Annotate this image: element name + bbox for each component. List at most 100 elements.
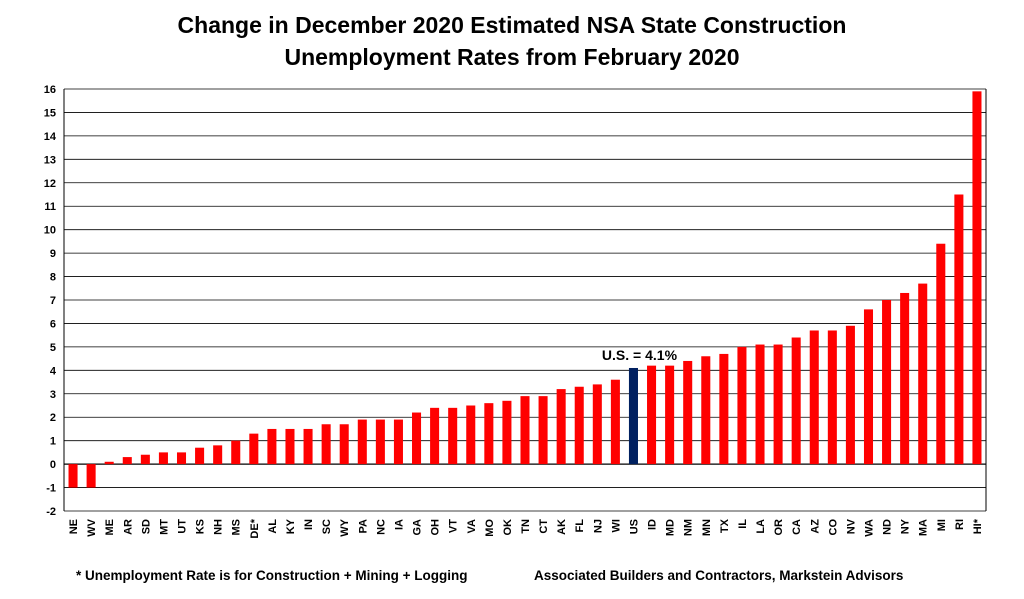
bar-wv: [87, 464, 96, 487]
y-tick-label: 3: [50, 389, 56, 401]
bar-nd: [882, 300, 891, 464]
x-tick-label: GA: [412, 519, 424, 536]
bar-hi: [972, 91, 981, 464]
x-tick-label: ND: [882, 519, 894, 535]
y-tick-label: 11: [44, 201, 56, 213]
bar-ct: [539, 396, 548, 464]
bar-nc: [376, 420, 385, 465]
source-credit: Associated Builders and Contractors, Mar…: [534, 568, 903, 583]
bar-fl: [575, 387, 584, 464]
x-tick-label: MN: [701, 519, 713, 536]
x-tick-label: UT: [177, 519, 189, 534]
bar-ky: [285, 429, 294, 464]
x-tick-label: NH: [213, 519, 225, 535]
x-tick-label: LA: [755, 519, 767, 534]
x-tick-label: ID: [647, 519, 659, 530]
bar-mi: [936, 244, 945, 464]
bar-co: [828, 330, 837, 464]
bar-ok: [502, 401, 511, 464]
bar-ri: [954, 195, 963, 465]
x-tick-label: VT: [448, 519, 460, 533]
bar-de: [249, 434, 258, 464]
x-tick-label: RI: [954, 519, 966, 530]
bar-va: [466, 406, 475, 465]
bar-or: [774, 345, 783, 465]
x-tick-label: WV: [86, 518, 98, 536]
us-annotation: U.S. = 4.1%: [602, 347, 678, 363]
x-tick-label: OH: [430, 519, 442, 536]
bar-mo: [484, 403, 493, 464]
y-tick-label: -1: [46, 483, 56, 495]
bar-mt: [159, 452, 168, 464]
bar-us: [629, 368, 638, 464]
y-tick-label: 10: [44, 225, 56, 237]
x-tick-label: DE*: [249, 518, 261, 538]
bar-az: [810, 330, 819, 464]
x-tick-label: MI: [936, 519, 948, 531]
x-tick-label: OR: [773, 519, 785, 536]
y-tick-label: 2: [50, 412, 56, 424]
x-tick-label: AR: [122, 519, 134, 535]
bar-sd: [141, 455, 150, 464]
x-tick-label: TN: [520, 519, 532, 534]
bar-ar: [123, 457, 132, 464]
bar-ga: [412, 413, 421, 465]
x-tick-label: WA: [863, 519, 875, 537]
x-tick-label: FL: [574, 519, 586, 533]
x-tick-label: OK: [502, 519, 514, 536]
x-tick-label: NE: [68, 519, 80, 534]
x-tick-label: HI*: [972, 518, 984, 534]
x-tick-label: MA: [918, 519, 930, 536]
bar-wi: [611, 380, 620, 464]
y-tick-label: 6: [50, 318, 56, 330]
bar-la: [756, 345, 765, 465]
y-tick-label: 15: [44, 107, 56, 119]
bar-nv: [846, 326, 855, 464]
x-tick-label: MD: [665, 519, 677, 536]
x-tick-label: AL: [267, 519, 279, 534]
bar-ks: [195, 448, 204, 464]
bar-ny: [900, 293, 909, 464]
bar-sc: [322, 424, 331, 464]
bar-wy: [340, 424, 349, 464]
x-tick-label: WI: [610, 519, 622, 532]
bar-wa: [864, 309, 873, 464]
bar-ut: [177, 452, 186, 464]
x-tick-label: NM: [683, 519, 695, 536]
y-tick-label: -2: [46, 506, 56, 518]
x-tick-label: MS: [231, 519, 243, 536]
bar-nh: [213, 445, 222, 464]
bar-ca: [792, 338, 801, 465]
x-tick-label: SD: [140, 519, 152, 534]
y-tick-label: 1: [50, 436, 56, 448]
y-tick-label: 9: [50, 248, 56, 260]
y-tick-label: 14: [44, 131, 57, 143]
x-tick-label: AK: [556, 519, 568, 535]
bar-me: [105, 462, 114, 464]
x-tick-label: NC: [375, 519, 387, 535]
bar-id: [647, 366, 656, 464]
bar-oh: [430, 408, 439, 464]
x-tick-label: PA: [357, 519, 369, 534]
x-tick-label: VA: [466, 519, 478, 534]
y-tick-label: 7: [50, 295, 56, 307]
bar-il: [737, 347, 746, 464]
y-tick-label: 5: [50, 342, 56, 354]
x-tick-label: AZ: [809, 519, 821, 534]
bar-tx: [719, 354, 728, 464]
bar-nm: [683, 361, 692, 464]
y-tick-label: 4: [50, 365, 57, 377]
x-tick-label: MO: [484, 519, 496, 537]
x-tick-label: NY: [900, 518, 912, 534]
bar-ne: [69, 464, 78, 487]
x-tick-label: NJ: [592, 519, 604, 533]
x-tick-label: ME: [104, 519, 116, 536]
x-tick-label: KY: [285, 518, 297, 534]
bar-in: [304, 429, 313, 464]
x-tick-label: MT: [158, 519, 170, 535]
bar-ma: [918, 284, 927, 465]
bar-mn: [701, 356, 710, 464]
x-tick-label: CA: [791, 519, 803, 535]
bar-ia: [394, 420, 403, 465]
x-tick-label: SC: [321, 519, 333, 534]
